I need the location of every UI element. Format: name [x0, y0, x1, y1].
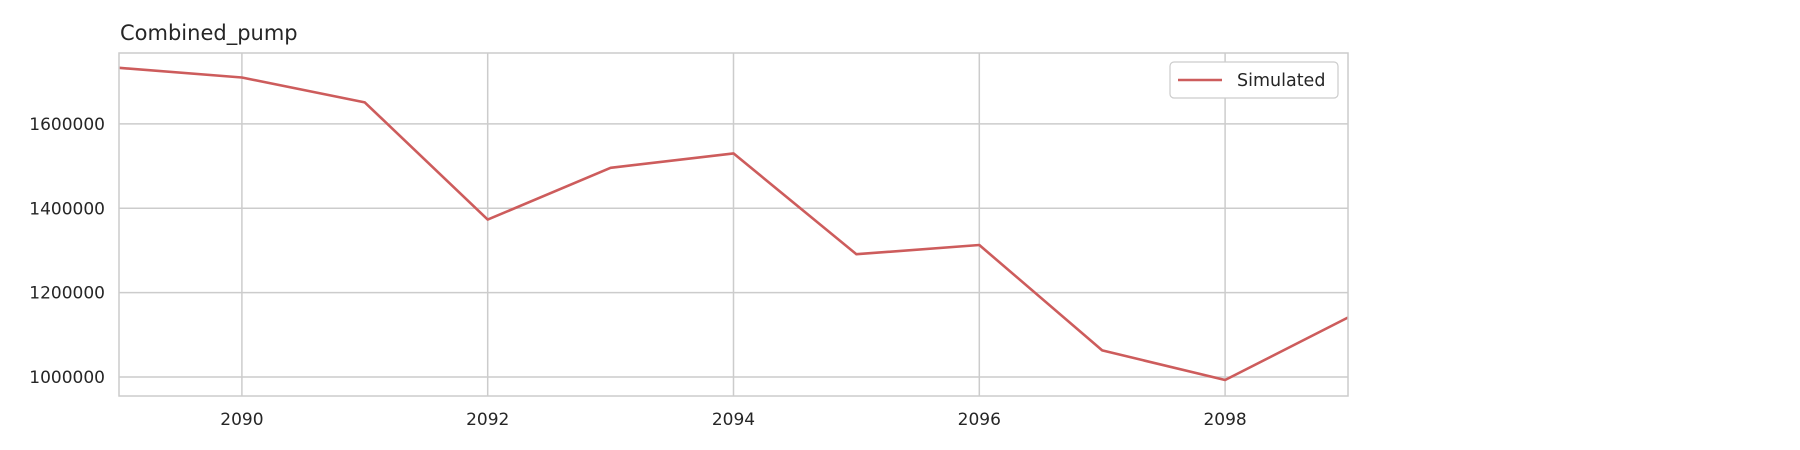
x-axis-ticks: 2090 2092 2094 2096 2098 [220, 410, 1246, 430]
y-tick-label: 1400000 [29, 199, 105, 219]
x-tick-label: 2092 [466, 410, 509, 430]
plot-frame [118, 52, 1349, 397]
series-line-simulated [118, 66, 1349, 382]
y-tick-label: 1600000 [29, 115, 105, 135]
legend: Simulated [1169, 61, 1339, 99]
x-tick-label: 2098 [1203, 410, 1246, 430]
grid-lines [119, 53, 1348, 396]
legend-label-simulated: Simulated [1237, 71, 1325, 91]
plot-area [118, 52, 1349, 397]
legend-box [1169, 61, 1339, 99]
chart-title: Combined_pump [120, 21, 298, 46]
x-tick-label: 2094 [712, 410, 755, 430]
series-layer [118, 66, 1349, 382]
x-tick-label: 2096 [958, 410, 1001, 430]
y-axis-ticks: 1000000 1200000 1400000 1600000 [29, 115, 105, 388]
y-tick-label: 1200000 [29, 284, 105, 304]
x-tick-label: 2090 [220, 410, 263, 430]
y-tick-label: 1000000 [29, 368, 105, 388]
